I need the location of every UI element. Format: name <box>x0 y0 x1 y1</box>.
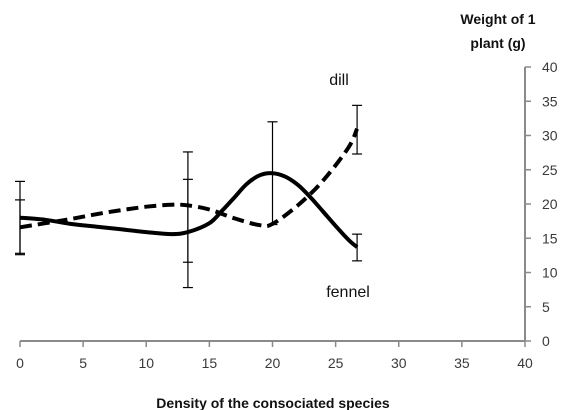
x-tick-label: 10 <box>138 355 154 371</box>
x-tick-label: 0 <box>16 355 24 371</box>
y-tick-label: 30 <box>542 128 558 144</box>
dill-series-line <box>19 127 359 230</box>
x-tick-label: 25 <box>328 355 344 371</box>
y-axis-title-line2: plant (g) <box>470 35 525 51</box>
x-tick-label: 35 <box>454 355 470 371</box>
x-tick-label: 40 <box>517 355 533 371</box>
fennel-series-line <box>19 171 359 249</box>
y-tick-label: 40 <box>542 59 558 75</box>
y-tick-label: 0 <box>542 333 550 349</box>
y-tick-label: 15 <box>542 230 558 246</box>
y-tick-label: 35 <box>542 93 558 109</box>
y-tick-label: 10 <box>542 265 558 281</box>
y-axis-title-line1: Weight of 1 <box>460 11 535 27</box>
fennel-series-label: fennel <box>326 284 370 301</box>
x-tick-label: 20 <box>265 355 281 371</box>
y-tick-label: 25 <box>542 162 558 178</box>
x-tick-label: 5 <box>79 355 87 371</box>
x-tick-label: 15 <box>202 355 218 371</box>
x-axis-title: Density of the consociated species <box>156 395 390 410</box>
y-tick-label: 20 <box>542 196 558 212</box>
dill-series-label: dill <box>329 72 349 89</box>
y-tick-label: 5 <box>542 299 550 315</box>
x-tick-label: 30 <box>391 355 407 371</box>
